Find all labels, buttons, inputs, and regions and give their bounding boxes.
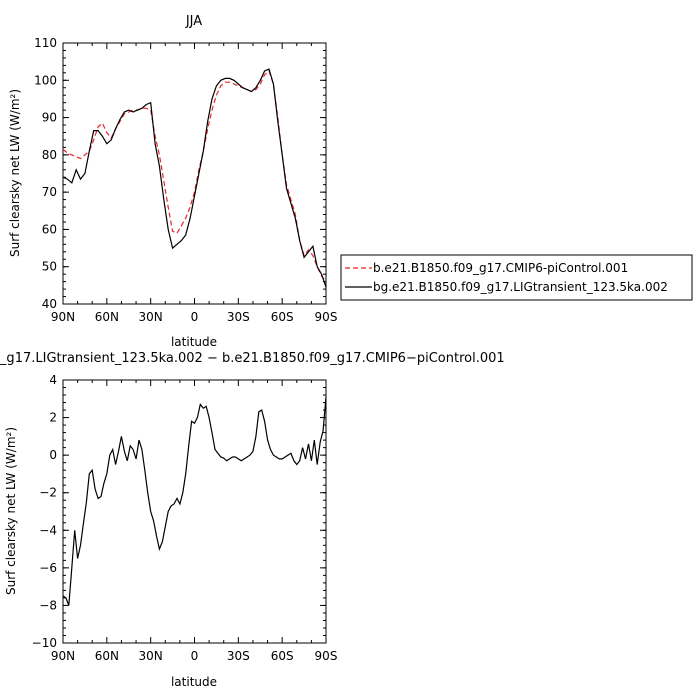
top-x-tick-label: 90S (315, 310, 338, 324)
bottom-y-tick-label: 2 (49, 411, 57, 425)
bottom-y-tick-label: 0 (49, 448, 57, 462)
top-y-ticks: 40 50 60 70 80 90 100 110 (34, 36, 326, 311)
top-x-tick-label: 30N (139, 310, 163, 324)
top-x-tick-label: 60N (95, 310, 119, 324)
bottom-y-tick-label: −10 (32, 636, 57, 650)
bottom-x-tick-label: 90S (315, 649, 338, 663)
top-series-group (62, 68, 327, 288)
top-x-ticks: 90N 60N 30N 0 30S 60S 90S (51, 43, 338, 324)
top-y-tick-label: 80 (42, 148, 57, 162)
legend-label-control: b.e21.B1850.f09_g17.CMIP6-piControl.001 (373, 261, 628, 275)
top-y-tick-label: 90 (42, 111, 57, 125)
top-y-tick-label: 50 (42, 260, 57, 274)
legend-label-transient: bg.e21.B1850.f09_g17.LIGtransient_123.5k… (373, 280, 668, 294)
bottom-plot-frame (62, 379, 327, 644)
bottom-x-tick-label: 0 (191, 649, 199, 663)
top-y-tick-label: 100 (34, 73, 57, 87)
top-y-tick-label: 60 (42, 222, 57, 236)
bottom-x-tick-label: 30S (227, 649, 250, 663)
bottom-x-tick-label: 90N (51, 649, 75, 663)
bottom-panel-title: bg.e21.B1850.f09_g17.LIGtransient_123.5k… (0, 351, 505, 366)
top-y-axis-label: Surf clearsky net LW (W/m²) (8, 89, 22, 257)
bottom-x-axis-label: latitude (171, 675, 217, 689)
top-series-line-0 (62, 69, 327, 282)
bottom-x-ticks: 90N 60N 30N 0 30S 60S 90S (51, 380, 338, 663)
top-series-line-1 (62, 68, 327, 288)
bottom-x-tick-label: 60S (271, 649, 294, 663)
top-panel-title: JJA (185, 14, 202, 29)
bottom-y-tick-label: −4 (39, 523, 57, 537)
legend-box (340, 254, 693, 301)
bottom-x-tick-label: 60N (95, 649, 119, 663)
bottom-y-tick-label: 4 (49, 373, 57, 387)
top-panel: JJA 90N 60N 30N 0 30S 60S 90S 40 50 60 70 80 90 100 1… (8, 14, 337, 349)
top-y-tick-label: 40 (42, 297, 57, 311)
top-y-tick-label: 70 (42, 185, 57, 199)
top-x-tick-label: 30S (227, 310, 250, 324)
bottom-x-tick-label: 30N (139, 649, 163, 663)
bottom-series-line-0 (62, 396, 327, 606)
bottom-series-group (62, 396, 327, 606)
bottom-y-axis-label: Surf clearsky net LW (W/m²) (4, 427, 18, 595)
top-x-tick-label: 60S (271, 310, 294, 324)
top-plot-frame (62, 42, 327, 305)
bottom-y-tick-label: −6 (39, 561, 57, 575)
top-y-tick-label: 110 (34, 36, 57, 50)
top-x-axis-label: latitude (171, 335, 217, 349)
bottom-panel: bg.e21.B1850.f09_g17.LIGtransient_123.5k… (0, 351, 505, 689)
top-x-tick-label: 0 (191, 310, 199, 324)
top-x-tick-label: 90N (51, 310, 75, 324)
legend: b.e21.B1850.f09_g17.CMIP6-piControl.001 … (340, 254, 693, 301)
bottom-y-tick-label: −8 (39, 598, 57, 612)
bottom-y-tick-label: −2 (39, 486, 57, 500)
bottom-y-ticks: −10 −8 −6 −4 −2 0 2 4 (32, 373, 326, 650)
